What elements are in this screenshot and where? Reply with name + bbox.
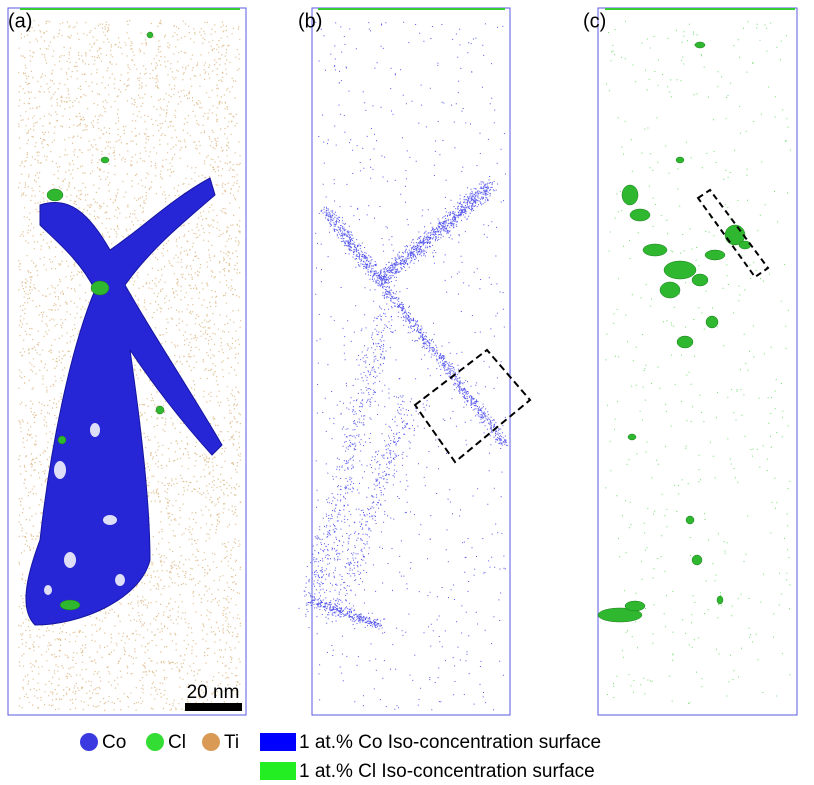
co-dots (299, 22, 509, 711)
legend-label: 1 at.% Cl Iso-concentration surface (299, 761, 595, 782)
legend: Co Cl Ti 1 at.% Co Iso-concentration sur… (80, 732, 601, 782)
dashed-box (415, 350, 530, 462)
co-iso-surface (26, 178, 222, 625)
cl-blob (625, 601, 645, 611)
hole (103, 515, 117, 525)
cl-blob (60, 600, 80, 610)
scale-bar-label: 20 nm (187, 682, 240, 703)
legend-label: Ti (224, 732, 239, 753)
legend-label: Cl (168, 732, 186, 753)
legend-label: 1 at.% Co Iso-concentration surface (299, 732, 601, 753)
cl-blob (622, 185, 638, 205)
cl-blob (739, 241, 751, 249)
cl-blob (695, 42, 705, 48)
cl-blob (692, 555, 702, 565)
cl-blob (628, 434, 636, 440)
cl-blob (156, 406, 164, 414)
cl-blob (676, 157, 684, 163)
atom-dots (18, 20, 791, 711)
scale-bar (185, 703, 242, 711)
cl-blob (705, 250, 725, 260)
panel-label: (a) (8, 10, 32, 32)
cl-blob (643, 244, 667, 256)
hole (115, 574, 125, 586)
cl-blob (47, 189, 63, 201)
legend-label: Co (102, 732, 126, 753)
hole (64, 552, 76, 568)
panel-label: (c) (583, 10, 606, 32)
legend-swatch (80, 733, 98, 751)
legend-swatch (146, 733, 164, 751)
cl-blob (91, 281, 109, 295)
cl-blob (686, 516, 694, 524)
legend-swatch (260, 762, 296, 780)
cl-blob (660, 282, 680, 298)
hole (90, 423, 100, 437)
cl-blob (677, 336, 693, 348)
cl-blob (147, 32, 153, 38)
cl-blob (706, 316, 718, 328)
cl-blob (717, 596, 723, 604)
cl-blob (58, 436, 66, 444)
cl-blob (692, 274, 708, 286)
legend-swatch (260, 733, 296, 751)
figure: (a) (b) (c) 20 nm Co Cl Ti 1 at.% Co Iso… (0, 0, 814, 785)
cl-iso-surface (47, 32, 751, 622)
hole (44, 585, 52, 595)
cl-blob (101, 157, 109, 163)
panel-label: (b) (298, 10, 322, 32)
cl-blob (664, 261, 696, 279)
legend-swatch (202, 733, 220, 751)
cl-blob (630, 209, 650, 221)
hole (54, 461, 66, 479)
